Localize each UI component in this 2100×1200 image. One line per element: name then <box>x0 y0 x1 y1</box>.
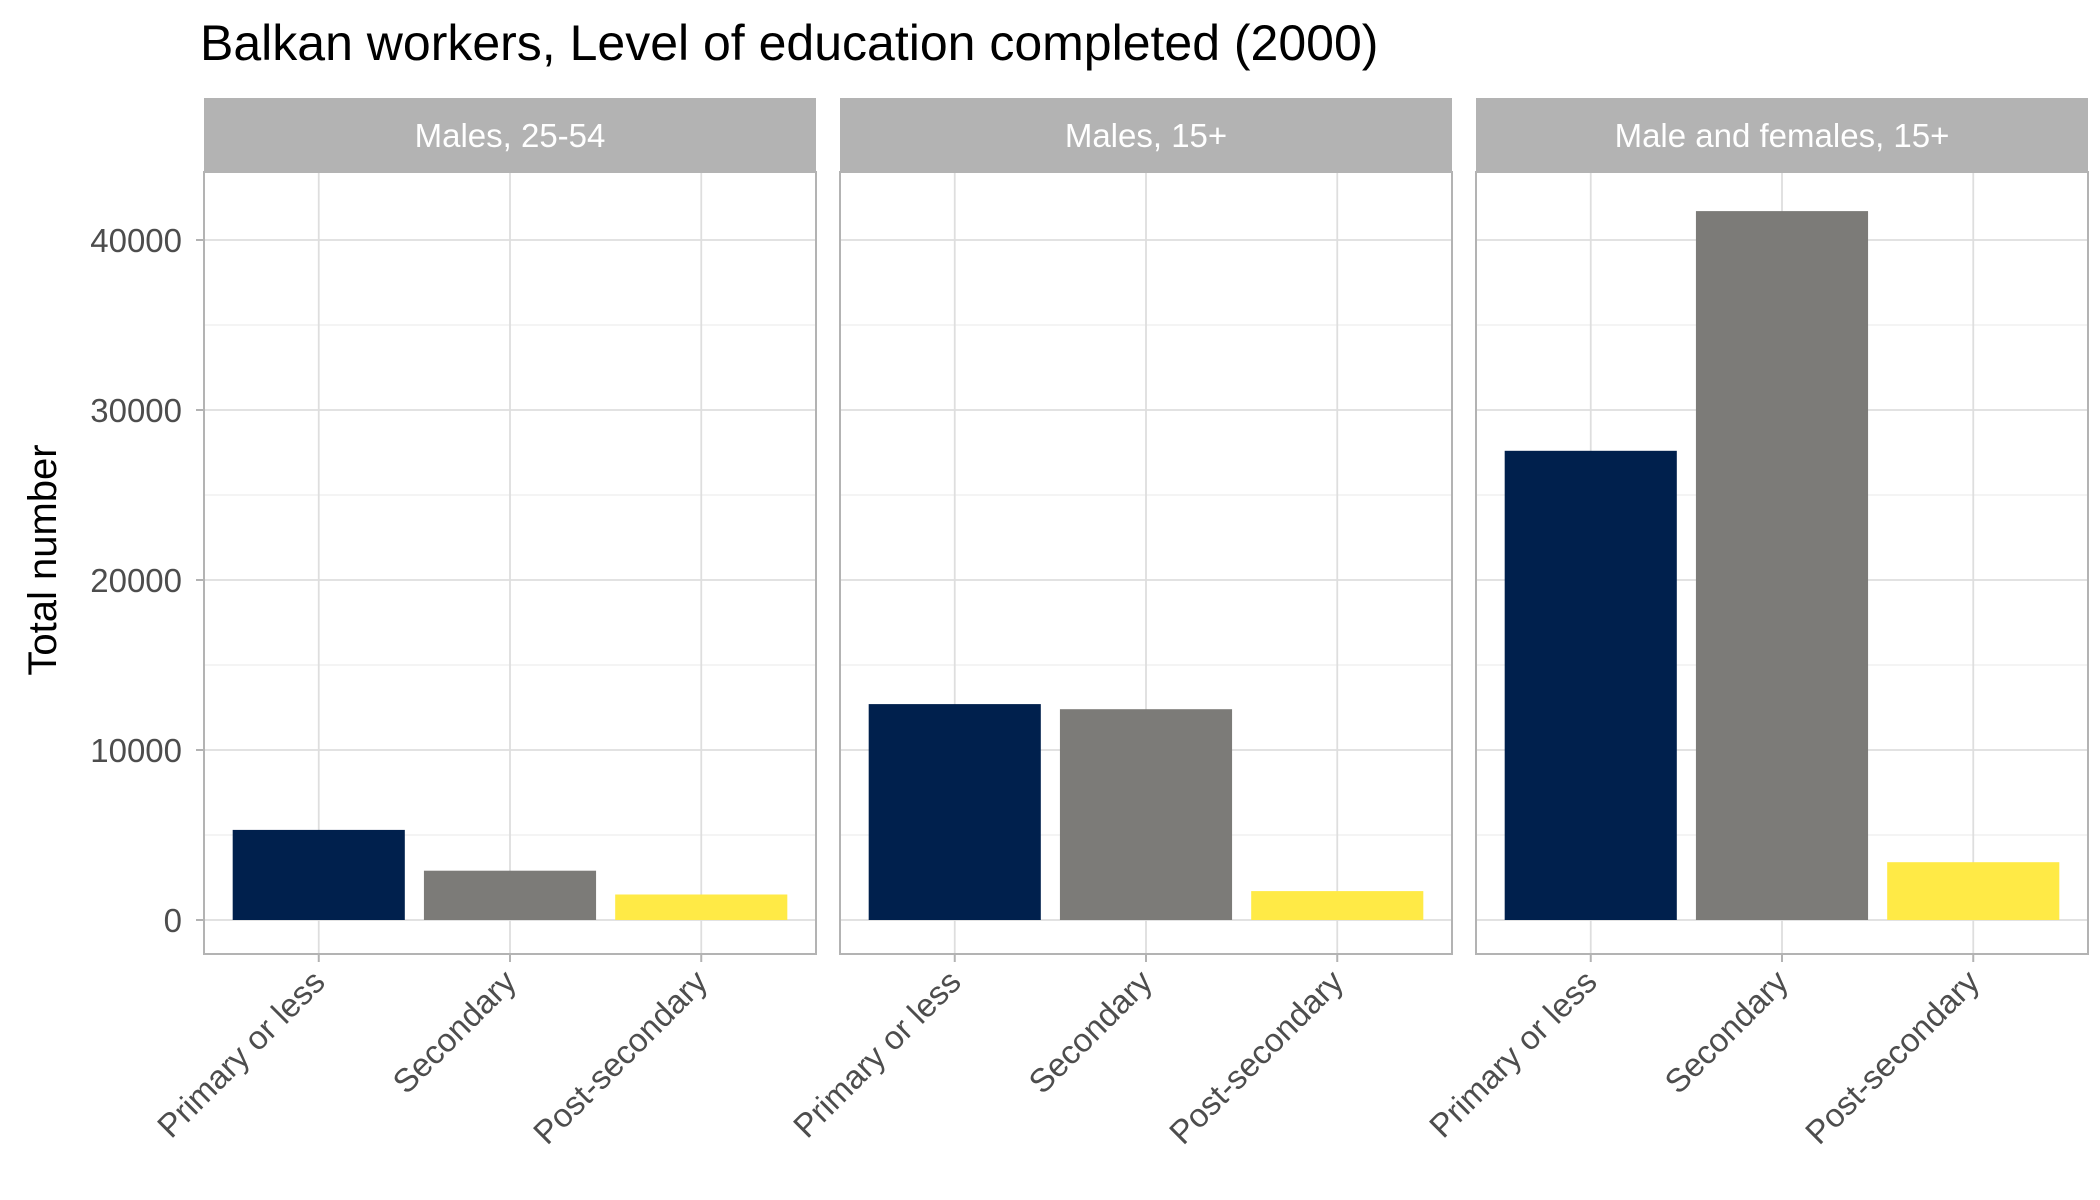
x-tick-label: Post-secondary <box>1798 962 1987 1151</box>
x-tick-label: Secondary <box>1657 962 1795 1100</box>
x-tick-label: Primary or less <box>1422 963 1604 1145</box>
x-tick-label: Primary or less <box>786 963 968 1145</box>
facet-panel: Males, 25-54 Primary or less Secondary Post… <box>150 98 817 1151</box>
y-tick-label: 40000 <box>90 222 182 259</box>
bar <box>1504 450 1677 920</box>
bar <box>232 829 405 920</box>
bar <box>1887 862 2060 920</box>
facet-strip-label: Male and females, 15+ <box>1615 117 1950 154</box>
facet-panel: Males, 15+ Primary or less Secondary Post-s… <box>786 98 1453 1151</box>
bar <box>423 870 597 920</box>
x-tick-label: Secondary <box>385 962 523 1100</box>
y-tick-label: 20000 <box>90 562 182 599</box>
bar <box>1251 891 1424 920</box>
bar <box>868 704 1041 920</box>
y-axis-ticks: 0 10000 20000 30000 40000 <box>90 222 204 939</box>
y-axis-title: Total number <box>21 444 65 675</box>
y-tick-label: 0 <box>164 902 182 939</box>
y-tick-label: 10000 <box>90 732 182 769</box>
bar <box>1695 211 1869 921</box>
bar <box>615 894 788 920</box>
y-tick-label: 30000 <box>90 392 182 429</box>
x-tick-label: Secondary <box>1021 962 1159 1100</box>
facet-strip-label: Males, 25-54 <box>415 117 606 154</box>
facet-panel: Male and females, 15+ Primary or less Seco… <box>1422 98 2089 1151</box>
facet-strip <box>1476 98 2088 172</box>
facet-strip <box>204 98 816 172</box>
bar <box>1059 709 1233 920</box>
chart-title: Balkan workers, Level of education compl… <box>200 15 1378 71</box>
x-tick-label: Primary or less <box>150 963 332 1145</box>
x-tick-label: Post-secondary <box>1162 962 1351 1151</box>
x-tick-label: Post-secondary <box>526 962 715 1151</box>
facet-strip-label: Males, 15+ <box>1065 117 1227 154</box>
facet-strip <box>840 98 1452 172</box>
